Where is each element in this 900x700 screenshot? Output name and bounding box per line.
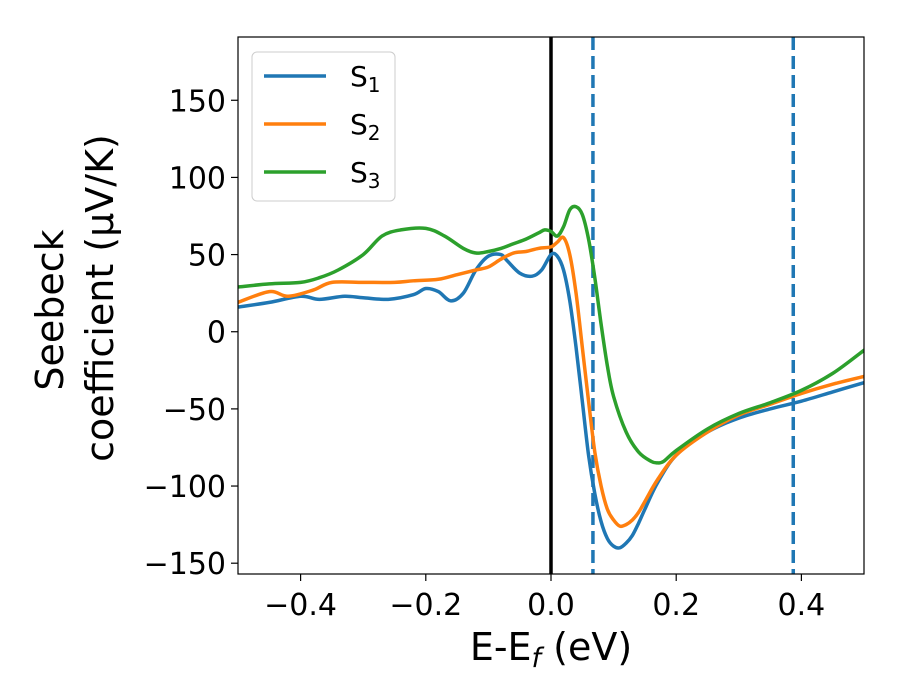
y-axis-title: Seebeck coefficient (μV/K) (28, 134, 122, 462)
x-tick-label: 0.0 (527, 588, 575, 623)
y-tick-label: −150 (144, 547, 226, 582)
legend-box (251, 51, 396, 202)
y-tick-label: −100 (144, 470, 226, 505)
y-tick-label: 0 (207, 316, 226, 351)
x-tick-label: 0.2 (652, 588, 700, 623)
x-axis-title: E-Ef (eV) (470, 625, 632, 674)
y-tick-label: 50 (188, 239, 226, 274)
series-line-2 (238, 235, 864, 529)
series-lines (238, 204, 864, 550)
legend: S1 S2 S3 (251, 51, 396, 202)
y-axis: −150 −100 −50 0 50 100 150 (144, 84, 238, 582)
y-tick-label: −50 (163, 393, 226, 428)
legend-label-2: S2 (350, 108, 381, 145)
reference-lines (549, 37, 796, 574)
legend-label-1: S1 (350, 60, 381, 97)
series-line-3 (238, 204, 864, 465)
y-axis-title-line1: Seebeck (28, 229, 72, 390)
x-axis: −0.4 −0.2 0.0 0.2 0.4 (264, 574, 825, 623)
x-tick-label: −0.2 (389, 588, 462, 623)
x-tick-label: 0.4 (778, 588, 826, 623)
y-tick-label: 100 (169, 161, 226, 196)
y-axis-title-line2: coefficient (μV/K) (78, 134, 122, 462)
x-tick-label: −0.4 (264, 588, 337, 623)
y-tick-label: 150 (169, 84, 226, 119)
legend-label-3: S3 (350, 156, 381, 193)
